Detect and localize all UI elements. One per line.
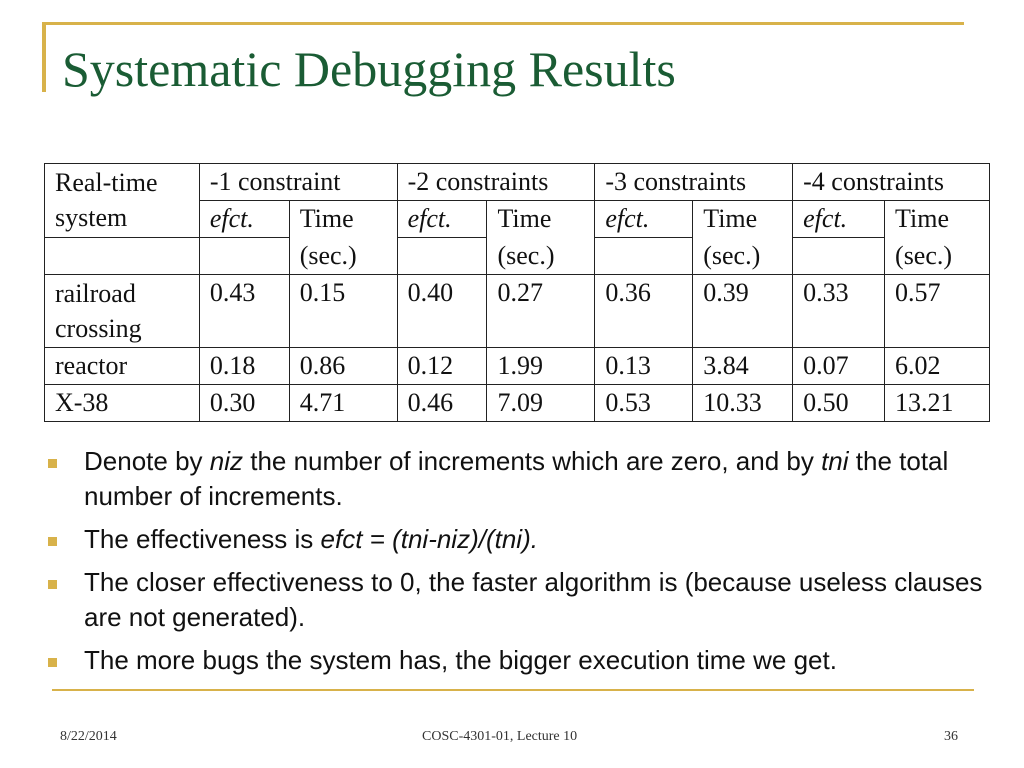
time-unit: (sec.): [288, 237, 398, 275]
value-cell: 0.40: [396, 273, 488, 348]
value-cell: 0.33: [792, 273, 886, 348]
header-group-4: -4 constraints: [792, 163, 990, 201]
bullet-text: The more bugs the system has, the bigger…: [84, 645, 837, 675]
efct-header: efct.: [198, 200, 290, 238]
unit-cell-empty: [396, 237, 488, 275]
value-cell: 6.02: [884, 346, 990, 385]
value-cell: 13.21: [884, 383, 990, 422]
unit-cell-empty: [44, 237, 200, 275]
value-cell: 0.15: [288, 273, 398, 348]
bullet-text: Denote by: [84, 446, 210, 476]
time-unit: (sec.): [884, 237, 990, 275]
bullet-square-icon: [48, 537, 57, 546]
bullet-text: The closer effectiveness to 0, the faste…: [84, 567, 983, 632]
unit-row: (sec.) (sec.) (sec.) (sec.): [44, 237, 990, 275]
bullet-item: The closer effectiveness to 0, the faste…: [48, 565, 998, 635]
bullet-text-italic: tni: [821, 446, 849, 476]
value-cell: 1.99: [486, 346, 596, 385]
table-row: reactor 0.18 0.86 0.12 1.99 0.13 3.84 0.…: [44, 346, 990, 385]
value-cell: 4.71: [288, 383, 398, 422]
row-name-cell: reactor: [44, 346, 200, 385]
footer-page-number: 36: [944, 729, 958, 744]
value-cell: 0.46: [396, 383, 488, 422]
time-header: Time: [486, 200, 596, 238]
value-cell: 7.09: [486, 383, 596, 422]
value-cell: 10.33: [692, 383, 794, 422]
value-cell: 0.13: [594, 346, 694, 385]
time-unit: (sec.): [486, 237, 596, 275]
subheader-row: efct. Time efct. Time efct. Time efct. T…: [45, 200, 990, 238]
efct-header: efct.: [396, 200, 488, 238]
value-cell: 0.27: [486, 273, 596, 348]
efct-header: efct.: [792, 200, 886, 238]
bullet-square-icon: [48, 459, 57, 468]
header-group-2: -2 constraints: [396, 163, 596, 201]
efct-header: efct.: [594, 200, 694, 238]
time-header: Time: [884, 200, 990, 238]
bullet-formula: efct = (tni-niz)/(tni).: [320, 524, 538, 554]
value-cell: 0.43: [198, 273, 290, 348]
unit-cell-empty: [594, 237, 694, 275]
footer-course: COSC-4301-01, Lecture 10: [422, 729, 578, 744]
bullet-item: The more bugs the system has, the bigger…: [48, 643, 998, 678]
value-cell: 0.53: [594, 383, 694, 422]
unit-cell-empty: [198, 237, 290, 275]
value-cell: 0.57: [884, 273, 990, 348]
bullet-item: The effectiveness is efct = (tni-niz)/(t…: [48, 522, 998, 557]
value-cell: 0.30: [198, 383, 290, 422]
bullet-text: The effectiveness is: [84, 524, 321, 554]
header-system-cell: Real-time system: [44, 163, 200, 238]
bullet-list: Denote by niz the number of increments w…: [48, 444, 998, 686]
value-cell: 0.50: [792, 383, 886, 422]
bullet-text: the total number of increments.: [84, 446, 949, 511]
bullet-square-icon: [48, 580, 57, 589]
row-name-cell: X-38: [44, 383, 200, 422]
time-header: Time: [288, 200, 398, 238]
bullet-text: the number of increments which are zero,…: [243, 446, 822, 476]
footer-date: 8/22/2014: [60, 729, 117, 744]
header-row: Real-time system -1 constraint -2 constr…: [44, 163, 990, 238]
bullet-square-icon: [48, 658, 57, 667]
frame-top-rule: [42, 22, 964, 25]
bullet-item: Denote by niz the number of increments w…: [48, 444, 998, 514]
header-group-1: -1 constraint: [198, 163, 398, 201]
row-name-line1: railroad: [55, 278, 136, 308]
value-cell: 0.36: [594, 273, 694, 348]
value-cell: 3.84: [692, 346, 794, 385]
slide-title: Systematic Debugging Results: [62, 41, 676, 97]
bullet-text-italic: niz: [209, 446, 243, 476]
row-name-line2: crossing: [55, 313, 142, 343]
header-system-line1: Real-time: [55, 168, 158, 197]
value-cell: 0.18: [198, 346, 290, 385]
header-system-line2: system: [55, 203, 128, 232]
bottom-rule: [52, 689, 974, 691]
header-group-3: -3 constraints: [594, 163, 794, 201]
table-row: railroad crossing 0.43 0.15 0.40 0.27 0.…: [44, 273, 990, 348]
value-cell: 0.39: [692, 273, 794, 348]
value-cell: 0.07: [792, 346, 886, 385]
value-cell: 0.12: [396, 346, 488, 385]
unit-cell-empty: [792, 237, 886, 275]
results-table: Real-time system -1 constraint -2 constr…: [44, 163, 990, 422]
table-row: X-38 0.30 4.71 0.46 7.09 0.53 10.33 0.50…: [44, 383, 990, 422]
value-cell: 0.86: [288, 346, 398, 385]
time-unit: (sec.): [692, 237, 794, 275]
time-header: Time: [692, 200, 794, 238]
frame-left-rule: [42, 22, 46, 92]
row-name-cell: railroad crossing: [44, 273, 200, 348]
